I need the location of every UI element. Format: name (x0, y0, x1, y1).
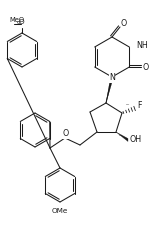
Text: F: F (138, 102, 142, 110)
Polygon shape (116, 132, 128, 142)
Text: ···: ··· (126, 102, 130, 107)
Text: O: O (142, 62, 148, 72)
Text: ···: ··· (119, 134, 123, 139)
Text: O: O (18, 19, 24, 25)
Text: MeO: MeO (10, 17, 25, 22)
Text: NH: NH (136, 40, 148, 50)
Text: O: O (121, 19, 127, 29)
Text: OH: OH (130, 135, 142, 145)
Text: O: O (63, 129, 69, 139)
Text: OMe: OMe (52, 208, 68, 214)
Text: N: N (109, 73, 115, 83)
Polygon shape (106, 76, 113, 103)
Text: o: o (16, 21, 20, 26)
